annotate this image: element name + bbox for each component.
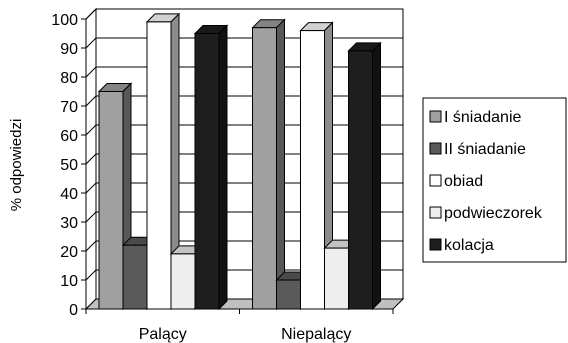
y-tick-label: 20 [60, 244, 78, 261]
legend-label: obiad [444, 173, 483, 190]
grid-line [85, 8, 403, 20]
y-tick-label: 30 [60, 215, 78, 232]
x-tick-label: Palący [139, 326, 187, 343]
y-tick-label: 0 [69, 302, 78, 319]
legend-label: podwieczorek [444, 205, 543, 222]
legend-label: II śniadanie [444, 141, 526, 158]
legend-swatch [429, 174, 442, 187]
y-tick-label: 40 [60, 186, 78, 203]
x-tick-labels: Palący Niepalący [139, 326, 352, 343]
legend-swatch [429, 142, 442, 155]
y-tick-label: 90 [60, 41, 78, 58]
bar [193, 24, 229, 311]
legend-label: kolacja [444, 237, 494, 254]
y-tick-label: 80 [60, 70, 78, 87]
legend-swatch [429, 238, 442, 251]
y-tick-label: 10 [60, 273, 78, 290]
legend-swatch [429, 110, 442, 123]
y-axis-label: % odpowiedzi [8, 119, 25, 212]
legend-swatch [429, 206, 442, 219]
y-tick-labels: 0 10 20 30 40 50 60 70 80 90 100 [51, 12, 78, 319]
bar [251, 18, 286, 311]
bar [145, 12, 181, 311]
y-tick-label: 50 [60, 157, 78, 174]
y-tick-label: 100 [51, 12, 78, 29]
legend-label: I śniadanie [444, 109, 521, 126]
x-tick-label: Niepalący [281, 326, 351, 343]
bars [97, 12, 382, 311]
axes [81, 18, 394, 314]
legend-box [422, 97, 567, 263]
y-tick-label: 70 [60, 99, 78, 116]
y-tick-label: 60 [60, 128, 78, 145]
bar [347, 41, 382, 311]
legend: I śniadanie II śniadanie obiad podwieczorek… [422, 97, 567, 263]
bar [299, 21, 334, 311]
